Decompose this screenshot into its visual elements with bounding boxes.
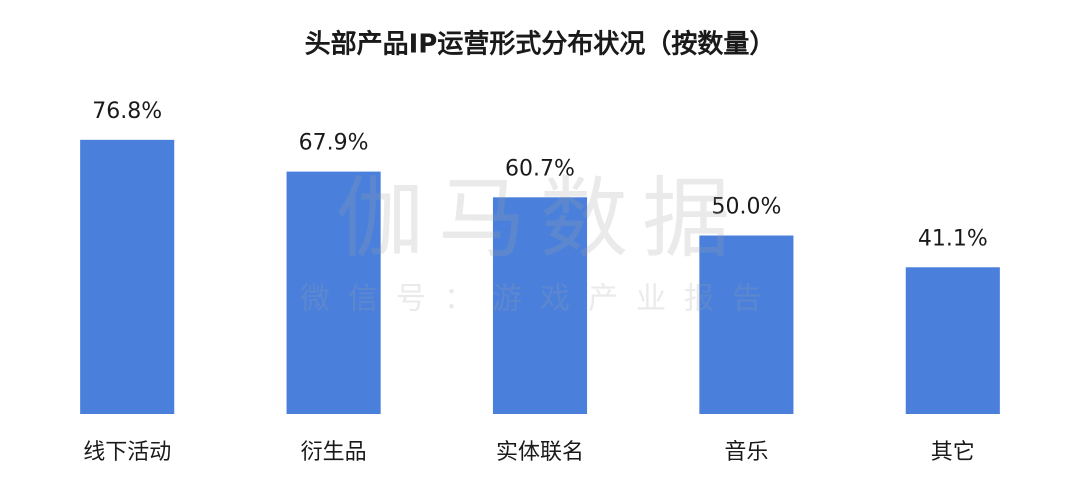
value-label: 50.0% [711, 195, 781, 220]
x-tick-label: 衍生品 [301, 440, 367, 465]
x-tick-label: 实体联名 [496, 440, 584, 465]
chart-title: 头部产品IP运营形式分布状况（按数量） [305, 29, 776, 60]
watermark-subtitle: 微信号：游戏产业报告 [300, 282, 780, 317]
value-label: 60.7% [505, 156, 575, 181]
bar [905, 267, 1000, 414]
bar [492, 197, 588, 414]
bar [80, 139, 175, 414]
x-tick-label: 音乐 [724, 440, 768, 465]
bar [286, 171, 381, 414]
value-label: 41.1% [918, 226, 988, 251]
value-label: 67.9% [299, 131, 369, 156]
value-label: 76.8% [92, 99, 162, 124]
watermark-title: 伽马数据 [336, 167, 744, 270]
bar [699, 235, 794, 414]
x-tick-label: 其它 [931, 440, 975, 465]
x-tick-label: 线下活动 [83, 440, 171, 465]
